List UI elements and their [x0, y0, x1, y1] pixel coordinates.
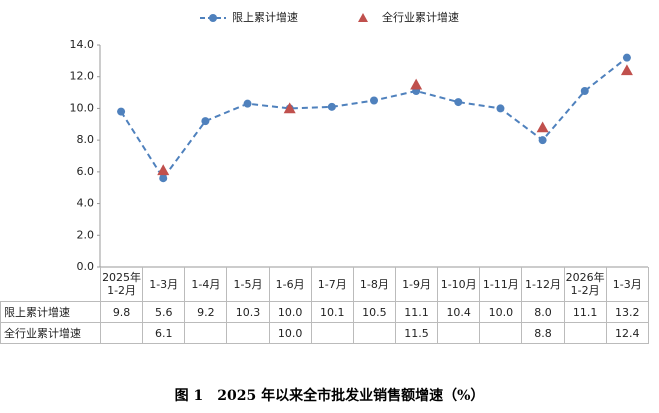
y-tick-label: 6.0 — [77, 165, 95, 178]
value-label: 6.1 — [142, 322, 186, 344]
value-label — [563, 322, 607, 344]
x-tick-label: 1-12月 — [521, 267, 565, 302]
x-tick-label: 1-3月 — [142, 267, 186, 302]
value-label: 8.8 — [521, 322, 565, 344]
point — [496, 104, 505, 113]
point — [370, 96, 378, 105]
value-label — [184, 322, 228, 344]
point — [243, 99, 252, 108]
value-label: 9.2 — [184, 301, 228, 323]
series-line — [120, 56, 628, 180]
value-label: 10.0 — [479, 301, 523, 323]
x-tick-label: 1-4月 — [184, 267, 228, 302]
point — [454, 98, 463, 107]
value-label — [352, 322, 396, 344]
value-label — [479, 322, 523, 344]
y-tick-label: 4.0 — [77, 197, 95, 210]
legend-marker — [358, 13, 368, 22]
y-tick-label: 10.0 — [70, 101, 95, 114]
point — [620, 64, 633, 76]
value-label: 5.6 — [142, 301, 186, 323]
point — [327, 102, 336, 111]
category-row: 2025年 1-2月 1-3月 1-4月 1-5月 1-6月 1-7月 1-8月 1-9月 1-… — [0, 267, 649, 302]
point — [580, 86, 589, 95]
y-tick-label: 12.0 — [70, 70, 95, 83]
chart-title: 图 1 2025 年以来全市批发业销售额增速（%） — [174, 388, 485, 404]
value-label: 12.4 — [605, 322, 649, 344]
x-tick-label: 1-7月 — [310, 267, 354, 302]
x-tick-label: 1-9月 — [394, 267, 439, 302]
value-label: 11.1 — [394, 301, 439, 323]
x-tick-label: 1-11月 — [479, 267, 523, 302]
series-row: 限上累计增速 9.8 5.6 9.2 10.3 10.0 10.1 10.5 11.1 10.4 1… — [0, 301, 649, 323]
value-label: 10.0 — [268, 322, 312, 344]
value-label: 10.1 — [310, 301, 354, 323]
point — [410, 78, 423, 90]
series-row: 全行业累计增速 6.1 10.0 11.5 8.8 12.4 — [0, 322, 649, 344]
point — [538, 136, 547, 145]
x-tick-label: 1-5月 — [226, 267, 270, 302]
value-label: 10.0 — [268, 301, 312, 323]
data-table: 2025年 1-2月 1-3月 1-4月 1-5月 1-6月 1-7月 1-8月 1-9月 1-… — [0, 267, 649, 344]
value-label — [437, 322, 481, 344]
value-label: 10.3 — [226, 301, 270, 323]
point — [283, 102, 296, 114]
value-label — [310, 322, 354, 344]
value-label: 8.0 — [521, 301, 565, 323]
value-label — [226, 322, 270, 344]
x-tick-label: 1-8月 — [352, 267, 396, 302]
y-tick-label: 14.0 — [70, 38, 95, 51]
point — [117, 107, 126, 116]
point — [159, 174, 168, 183]
legend-marker — [209, 14, 217, 22]
x-tick-label: 1-6月 — [268, 267, 312, 302]
value-label — [99, 322, 144, 344]
point — [201, 117, 210, 126]
value-label: 10.5 — [352, 301, 396, 323]
value-label: 9.8 — [99, 301, 144, 323]
legend-label: 全行业累计增速 — [382, 10, 459, 24]
point — [622, 53, 631, 62]
x-tick-label: 1-3月 — [605, 267, 649, 302]
value-label: 13.2 — [605, 301, 649, 323]
value-label: 11.1 — [563, 301, 607, 323]
series-name: 限上累计增速 — [0, 301, 101, 323]
y-tick-label: 8.0 — [77, 133, 95, 146]
x-tick-label: 1-10月 — [437, 267, 481, 302]
series-name: 全行业累计增速 — [0, 322, 101, 344]
y-tick-label: 2.0 — [77, 228, 95, 241]
legend-label: 限上累计增速 — [232, 10, 298, 24]
value-label: 11.5 — [394, 322, 439, 344]
point — [536, 121, 549, 133]
table-corner — [0, 267, 101, 302]
x-tick-label: 2025年 1-2月 — [99, 267, 144, 302]
point — [157, 164, 170, 176]
x-tick-label: 2026年 1-2月 — [563, 267, 607, 302]
value-label: 10.4 — [437, 301, 481, 323]
